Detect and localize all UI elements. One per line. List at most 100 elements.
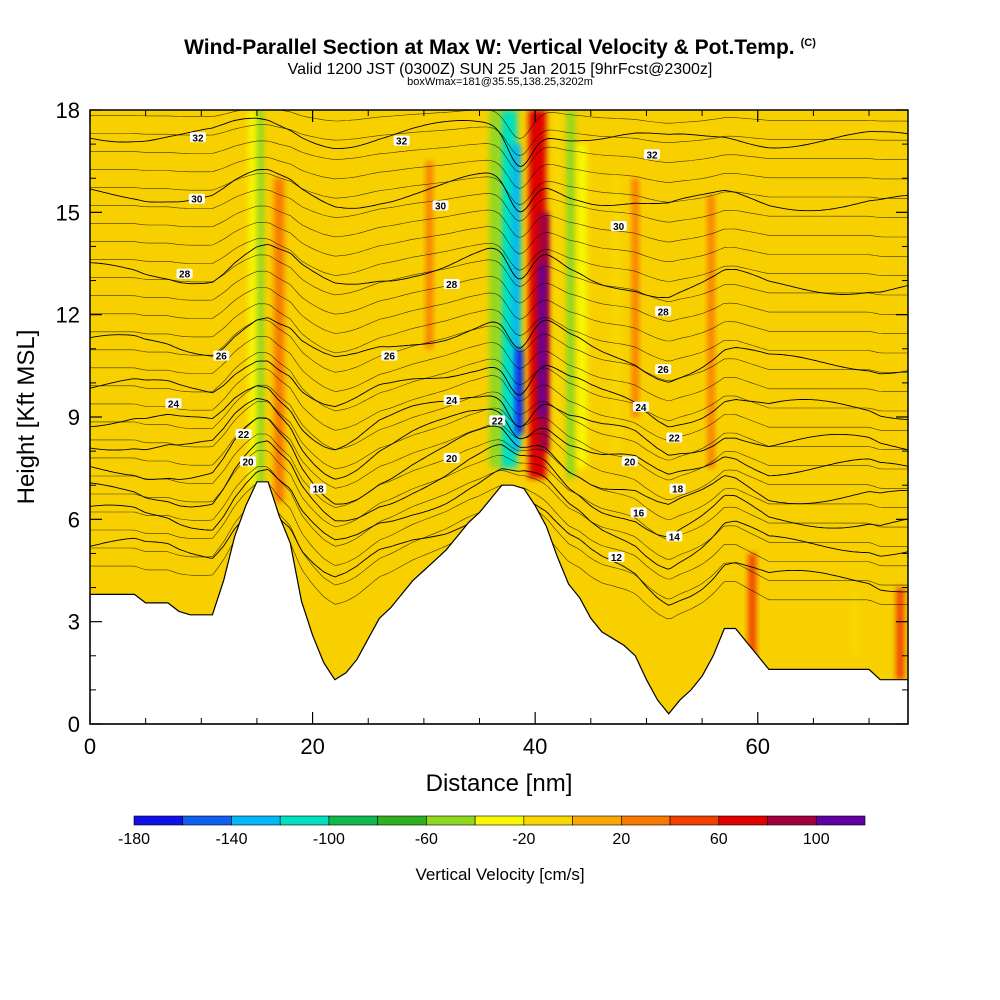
y-tick-label: 15 xyxy=(56,200,80,225)
colorbar-label: Vertical Velocity [cm/s] xyxy=(415,865,584,884)
contour-label-bg xyxy=(188,193,205,204)
theta-contour-24 xyxy=(90,360,908,428)
colorbar-tick-label: 20 xyxy=(612,831,630,848)
velocity-field xyxy=(248,110,905,680)
contour-label: 32 xyxy=(646,150,658,161)
theta-contour-minor xyxy=(90,401,908,481)
colorbar-tick-label: 60 xyxy=(710,831,728,848)
contour-label-bg xyxy=(165,398,182,409)
contour-label: 30 xyxy=(191,195,203,206)
velocity-feature-15 xyxy=(631,178,639,417)
contour-label: 28 xyxy=(179,270,191,281)
colorbar-tick-label: 100 xyxy=(803,831,830,848)
x-axis-label: Distance [nm] xyxy=(426,770,573,797)
colorbar-swatch xyxy=(474,815,525,826)
contour-label: 24 xyxy=(168,399,180,410)
theta-contour-minor xyxy=(90,189,908,223)
theta-contour-minor xyxy=(90,319,908,381)
theta-contour-18 xyxy=(90,417,908,505)
velocity-feature-6 xyxy=(516,348,523,435)
contour-label: 30 xyxy=(435,202,447,213)
colorbar-swatch xyxy=(182,815,232,826)
theta-contour-minor xyxy=(90,466,908,560)
colorbar-swatch xyxy=(621,815,671,826)
contour-label: 20 xyxy=(242,457,254,468)
y-tick-label: 0 xyxy=(68,712,80,737)
velocity-feature-13 xyxy=(552,110,562,479)
contour-label-bg xyxy=(669,483,686,494)
theta-contour-minor xyxy=(90,368,908,441)
contour-labels: 32 32 32 30 30 30 28 28 28 26 26 26 24 24 24 22 22 22 20 20… xyxy=(165,132,686,564)
theta-contour-20 xyxy=(90,398,908,480)
contour-label: 24 xyxy=(635,403,647,414)
y-tick-label: 6 xyxy=(68,507,80,532)
theta-contour-minor xyxy=(90,433,908,520)
velocity-feature-17 xyxy=(748,553,757,670)
velocity-feature-12 xyxy=(576,144,587,469)
theta-contour-minor xyxy=(90,124,908,157)
colorbar: -180 -140 -100 -60 -20 20 60 100 xyxy=(118,815,866,848)
colorbar-swatch xyxy=(767,815,817,826)
theta-contour-minor xyxy=(90,156,908,189)
velocity-feature-2 xyxy=(274,178,285,503)
contour-label: 16 xyxy=(633,509,645,520)
theta-contour-28 xyxy=(90,243,908,299)
theta-contour-30 xyxy=(90,168,908,213)
velocity-feature-1 xyxy=(248,110,257,486)
x-tick-label: 0 xyxy=(84,734,96,759)
contour-label: 22 xyxy=(669,433,681,444)
contour-label-bg xyxy=(655,306,672,317)
theta-contour-minor xyxy=(90,140,908,173)
contour-label-bg xyxy=(608,551,625,562)
contour-label-bg xyxy=(235,429,252,440)
theta-contours xyxy=(90,110,908,619)
theta-contour-minor xyxy=(90,222,908,262)
y-tick-label: 3 xyxy=(68,610,80,635)
contour-label-bg xyxy=(176,268,193,279)
y-tick-label: 18 xyxy=(56,98,80,123)
velocity-feature-18 xyxy=(851,594,858,656)
contour-label: 26 xyxy=(384,352,396,363)
contour-label: 32 xyxy=(396,137,408,148)
colorbar-swatch xyxy=(133,815,184,826)
theta-contour-minor xyxy=(90,238,908,282)
contour-label-bg xyxy=(621,456,638,467)
theta-contour-14 xyxy=(90,468,908,570)
contour-label-bg xyxy=(666,531,683,542)
theta-contour-minor xyxy=(90,482,908,580)
theta-contour-minor xyxy=(90,352,908,421)
contour-label: 18 xyxy=(313,485,325,496)
colorbar-swatch xyxy=(815,815,866,826)
chart-title: Wind-Parallel Section at Max W: Vertical… xyxy=(184,36,816,59)
theta-contour-minor xyxy=(90,205,908,243)
contour-label-bg xyxy=(666,432,683,443)
y-tick-label: 9 xyxy=(68,405,80,430)
contour-label: 32 xyxy=(192,133,204,144)
contour-label-bg xyxy=(644,149,661,160)
colorbar-swatch xyxy=(572,815,622,826)
colorbar-swatch xyxy=(669,815,720,826)
contour-label-bg xyxy=(310,483,327,494)
contour-label-bg xyxy=(489,415,506,426)
contour-label-bg xyxy=(443,278,460,289)
contour-label-bg xyxy=(655,364,672,375)
colorbar-swatch xyxy=(377,815,427,826)
contour-label: 22 xyxy=(492,416,504,427)
contour-label-bg xyxy=(610,220,627,231)
colorbar-tick-label: -20 xyxy=(512,831,535,848)
axes: 0 20 40 60 0 3 6 9 12 15 18 xyxy=(56,98,908,759)
theta-contour-minor xyxy=(90,450,908,540)
contour-label: 22 xyxy=(238,430,250,441)
theta-contour-16 xyxy=(90,440,908,538)
velocity-feature-7 xyxy=(489,110,501,469)
theta-contour-minor xyxy=(90,336,908,401)
theta-contour-minor xyxy=(90,254,908,302)
theta-contour-26 xyxy=(90,317,908,383)
contour-label-bg xyxy=(443,452,460,463)
chart-title-tag: (C) xyxy=(800,37,816,49)
velocity-feature-10 xyxy=(538,263,546,417)
contour-label-bg xyxy=(393,135,410,146)
contour-label: 12 xyxy=(611,553,623,564)
contour-label: 20 xyxy=(624,457,636,468)
